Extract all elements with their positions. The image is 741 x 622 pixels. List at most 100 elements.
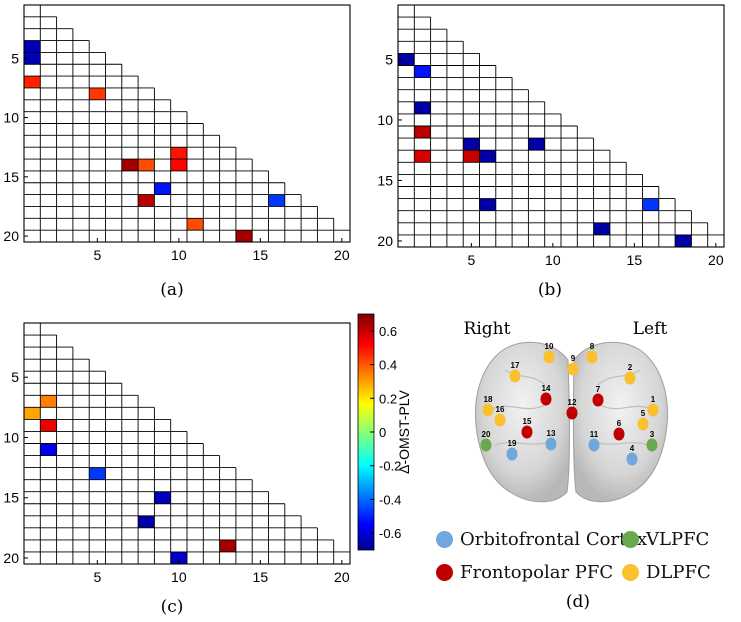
heatmap-cell-13-10 xyxy=(170,147,187,160)
right-hemisphere xyxy=(474,341,570,503)
heatmap-cell-13-5 xyxy=(463,150,480,163)
brain-node-label-14: 14 xyxy=(542,384,551,393)
brain-node-label-15: 15 xyxy=(523,417,532,426)
heatmap-panel-a: 5 10 15 20 5 10 15 20 xyxy=(3,4,351,263)
heatmap-cell-12-5 xyxy=(463,138,480,151)
brain-node-label-13: 13 xyxy=(547,429,556,438)
colorbar-ticks: 0.6 0.4 0.2 0 -0.2 -0.4 -0.6 xyxy=(370,324,401,541)
colorbar-tick-label: -0.4 xyxy=(379,492,401,507)
legend-label-vlpfc: VLPFC xyxy=(646,529,710,550)
brain-node-label-10: 10 xyxy=(545,342,554,351)
brain-node-label-17: 17 xyxy=(511,361,520,370)
y-tick-label: 10 xyxy=(3,429,19,445)
x-tick-label: 5 xyxy=(93,569,101,585)
x-tick-label: 15 xyxy=(253,569,269,585)
heatmap-cell-17-16 xyxy=(642,198,659,211)
x-tick-label: 15 xyxy=(627,252,643,268)
x-tick-label: 20 xyxy=(334,569,350,585)
brain-node-label-18: 18 xyxy=(484,395,493,404)
caption-a: (a) xyxy=(160,280,183,300)
heatmap-cell-19-13 xyxy=(593,222,610,235)
brain-node-16 xyxy=(494,413,506,427)
brain-node-label-12: 12 xyxy=(568,398,577,407)
colorbar-tick-label: 0.6 xyxy=(379,324,397,339)
brain-node-label-3: 3 xyxy=(650,430,655,439)
colorbar-tick-label: 0 xyxy=(379,425,386,440)
heatmap-cell-15-9 xyxy=(154,491,171,504)
brain-node-label-20: 20 xyxy=(482,430,491,439)
brain-node-4 xyxy=(626,452,638,466)
caption-d: (d) xyxy=(566,592,590,612)
brain-node-6 xyxy=(613,427,625,441)
heatmap-cell-20-18 xyxy=(675,234,692,247)
x-tick-label: 5 xyxy=(467,252,475,268)
y-tick-label: 20 xyxy=(3,550,19,566)
x-tick-label: 10 xyxy=(171,247,187,263)
colorbar-tick-label: -0.6 xyxy=(379,526,401,541)
heatmap-cell-9-2 xyxy=(414,101,431,114)
legend-label-dlpfc: DLPFC xyxy=(646,562,711,583)
heatmap-cell-9-2 xyxy=(40,419,57,432)
heatmap-cell-19-11 xyxy=(187,218,204,231)
y-tick-label: 5 xyxy=(385,51,393,67)
brain-node-label-9: 9 xyxy=(571,354,576,363)
legend-label-frontopolar: Frontopolar PFC xyxy=(460,562,614,583)
colorbar-label: Δ-OMST-PLV xyxy=(396,389,412,473)
brain-node-label-2: 2 xyxy=(628,363,633,372)
heatmap-cell-19-13 xyxy=(219,539,236,552)
axes-frame xyxy=(23,4,351,243)
heatmap-panel-b: 5 10 15 20 5 10 15 20 xyxy=(377,4,725,268)
brain-node-15 xyxy=(521,425,533,439)
brain-node-label-11: 11 xyxy=(590,430,599,439)
x-tick-label: 10 xyxy=(545,252,561,268)
x-tick-label: 15 xyxy=(253,247,269,263)
brain-right-label: Right xyxy=(464,319,511,339)
axes-frame xyxy=(397,4,725,248)
brain-node-label-4: 4 xyxy=(630,444,635,453)
heatmap-cell-11-2 xyxy=(414,126,431,139)
brain-node-3 xyxy=(646,438,658,452)
heatmap-cell-5-1 xyxy=(398,53,415,66)
brain-node-8 xyxy=(586,350,598,364)
brain-node-20 xyxy=(480,438,492,452)
legend-dot-dlpfc xyxy=(622,564,639,581)
brain-node-label-8: 8 xyxy=(590,342,595,351)
colorbar: 0.6 0.4 0.2 0 -0.2 -0.4 -0.6 Δ-OMST-PLV xyxy=(357,313,412,551)
y-tick-label: 20 xyxy=(3,228,19,244)
brain-node-9 xyxy=(567,362,579,376)
brain-node-7 xyxy=(592,393,604,407)
brain-node-14 xyxy=(540,392,552,406)
brain-node-18 xyxy=(482,403,494,417)
colorbar-tick-label: -0.2 xyxy=(379,459,401,474)
heatmap-cell-6-2 xyxy=(414,65,431,78)
brain-node-label-16: 16 xyxy=(496,405,505,414)
legend-item-orbitofrontal: Orbitofrontal Cortex xyxy=(436,529,647,550)
caption-c: (c) xyxy=(161,597,184,617)
brain-node-label-6: 6 xyxy=(617,419,622,428)
brain-node-5 xyxy=(637,417,649,431)
heatmap-cell-12-9 xyxy=(528,138,545,151)
y-tick-label: 10 xyxy=(377,112,393,128)
brain-node-12 xyxy=(566,406,578,420)
legend-label-orbitofrontal: Orbitofrontal Cortex xyxy=(460,529,648,550)
y-tick-label: 5 xyxy=(11,50,19,66)
heatmap-cell-7-1 xyxy=(24,76,41,88)
brain-node-13 xyxy=(545,437,557,451)
heatmap-cell-8-5 xyxy=(89,87,106,100)
heatmap-cell-13-2 xyxy=(414,150,431,163)
brain-node-label-1: 1 xyxy=(651,395,656,404)
heatmap-cell-11-2 xyxy=(40,443,57,456)
colorbar-tick-label: 0.2 xyxy=(379,391,397,406)
heatmap-cell-8-1 xyxy=(24,407,41,420)
heatmap-cell-14-8 xyxy=(138,159,155,171)
heatmap-cell-17-6 xyxy=(479,198,496,211)
y-tick-label: 10 xyxy=(3,110,19,126)
heatmap-cell-20-10 xyxy=(170,551,187,564)
heatmap-cell-5-1 xyxy=(24,52,41,65)
brain-node-label-5: 5 xyxy=(641,409,646,418)
legend-dot-vlpfc xyxy=(622,531,639,548)
colorbar-tick-label: 0.4 xyxy=(379,358,397,373)
legend-dot-orbitofrontal xyxy=(436,531,453,548)
brain-node-label-7: 7 xyxy=(596,385,601,394)
